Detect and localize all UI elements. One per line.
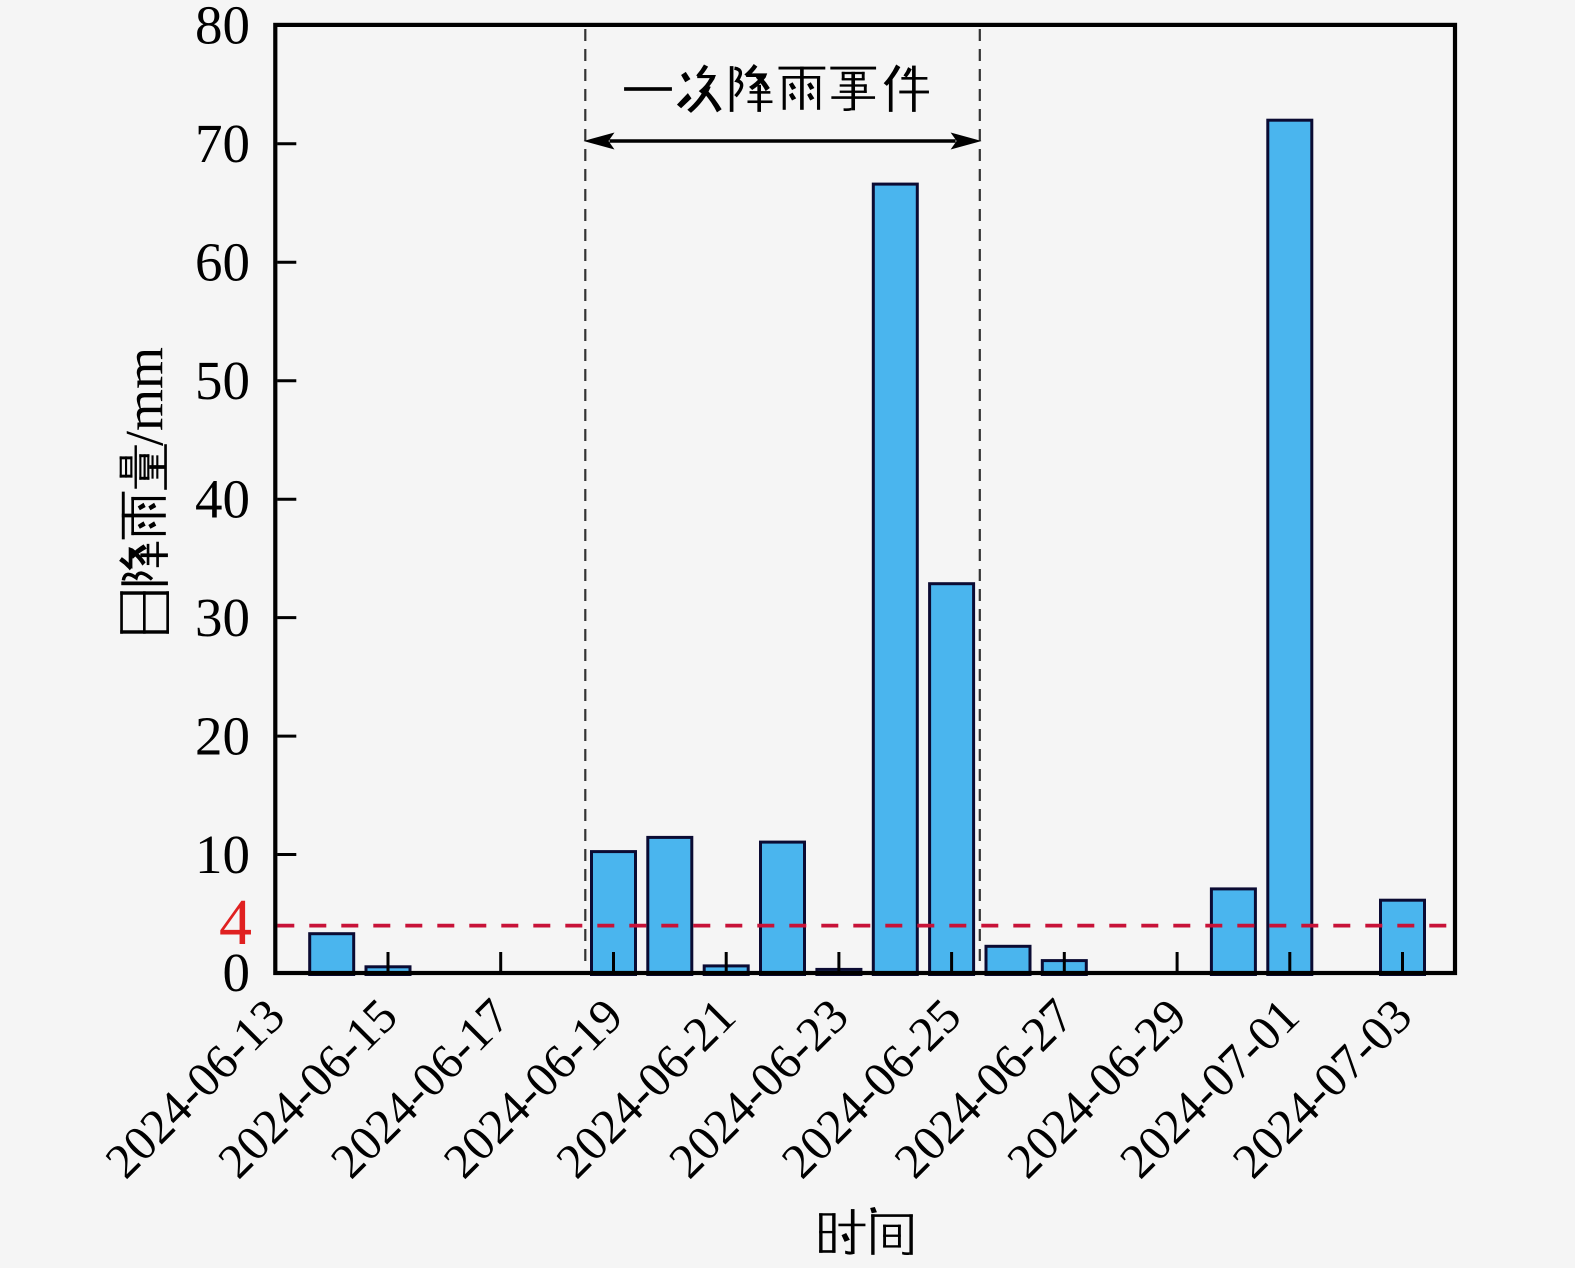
svg-text:70: 70 <box>195 113 250 174</box>
svg-text:/mm: /mm <box>115 347 175 446</box>
svg-text:30: 30 <box>195 587 250 648</box>
svg-text:40: 40 <box>195 468 250 529</box>
svg-text:50: 50 <box>195 350 250 411</box>
svg-text:4: 4 <box>219 886 252 959</box>
svg-text:10: 10 <box>195 824 250 885</box>
svg-text:60: 60 <box>195 232 250 293</box>
svg-text:0: 0 <box>223 942 251 1003</box>
svg-text:80: 80 <box>195 0 250 56</box>
svg-text:20: 20 <box>195 705 250 766</box>
